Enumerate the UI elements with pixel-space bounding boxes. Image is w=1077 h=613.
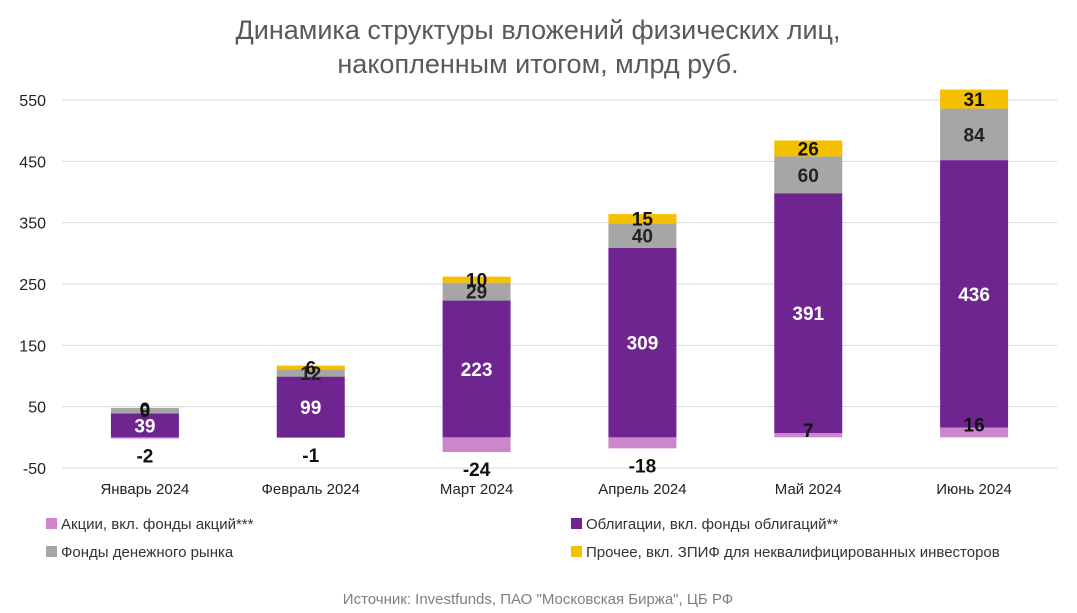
chart-title-line-1: Динамика структуры вложений физических л… bbox=[235, 15, 840, 45]
data-label: 40 bbox=[632, 227, 653, 248]
bar-segment bbox=[442, 437, 511, 453]
y-tick-label: 150 bbox=[19, 338, 46, 355]
bar-segment bbox=[110, 413, 179, 438]
x-category-label: Март 2024 bbox=[440, 481, 513, 498]
bar-segment bbox=[940, 89, 1009, 109]
data-label: -18 bbox=[629, 456, 656, 477]
data-label: 12 bbox=[300, 364, 321, 385]
gridlines bbox=[62, 99, 1057, 469]
data-label: 84 bbox=[964, 125, 986, 146]
data-label: 0 bbox=[140, 400, 151, 421]
data-label: 99 bbox=[300, 398, 321, 419]
data-label: 39 bbox=[134, 416, 155, 437]
bar-segment bbox=[276, 437, 345, 438]
y-tick-label: 350 bbox=[19, 216, 46, 233]
data-label: 31 bbox=[964, 90, 986, 111]
bar-segment bbox=[774, 156, 843, 194]
legend: Акции, вкл. фонды акций*** Облигации, вкл… bbox=[46, 516, 1000, 561]
bar-segment bbox=[442, 282, 511, 301]
data-label: 7 bbox=[803, 421, 814, 442]
bar-segment bbox=[774, 193, 843, 434]
y-tick-label: 450 bbox=[19, 154, 46, 171]
y-tick-label: 250 bbox=[19, 277, 46, 294]
bar-segment bbox=[608, 437, 677, 449]
bar-segment bbox=[940, 427, 1009, 438]
data-label: 60 bbox=[798, 166, 819, 187]
data-label: 26 bbox=[798, 139, 819, 160]
data-label: 391 bbox=[792, 304, 824, 325]
data-label: 15 bbox=[632, 210, 654, 231]
data-label: -2 bbox=[136, 447, 153, 468]
x-category-label: Апрель 2024 bbox=[598, 481, 686, 498]
y-tick-label: 50 bbox=[28, 400, 46, 417]
legend-label: Акции, вкл. фонды акций*** bbox=[61, 516, 254, 533]
data-label: 29 bbox=[466, 283, 487, 304]
bar-segment bbox=[940, 108, 1009, 161]
data-label: -24 bbox=[463, 460, 491, 481]
legend-label: Облигации, вкл. фонды облигаций** bbox=[586, 516, 838, 533]
bar-segment bbox=[110, 437, 179, 439]
data-label: 223 bbox=[461, 360, 493, 381]
bar-segment bbox=[442, 276, 511, 283]
legend-label: Прочее, вкл. ЗПИФ для неквалифицированны… bbox=[586, 544, 1000, 561]
bar-segment bbox=[940, 160, 1009, 428]
bar-segment bbox=[276, 369, 345, 377]
data-label: 309 bbox=[627, 334, 659, 355]
source-note: Источник: Investfunds, ПАО "Московская Б… bbox=[343, 591, 733, 608]
data-label: 9 bbox=[140, 402, 151, 423]
bar-segment bbox=[608, 214, 677, 224]
x-category-label: Январь 2024 bbox=[100, 481, 189, 498]
data-label: 6 bbox=[305, 358, 316, 379]
chart-title-line-2: накопленным итогом, млрд руб. bbox=[337, 49, 738, 79]
x-category-label: Февраль 2024 bbox=[261, 481, 360, 498]
bar-segment bbox=[276, 376, 345, 438]
x-axis-labels: Январь 2024 Февраль 2024 Март 2024 Апрель 2… bbox=[100, 481, 1011, 498]
bar-segment bbox=[608, 247, 677, 438]
x-category-label: Июнь 2024 bbox=[936, 481, 1012, 498]
data-label: 16 bbox=[964, 416, 985, 437]
legend-swatch bbox=[571, 546, 582, 557]
data-label: 436 bbox=[958, 285, 990, 306]
x-category-label: Май 2024 bbox=[775, 481, 842, 498]
bar-segment bbox=[774, 140, 843, 157]
bar-segment bbox=[110, 407, 179, 414]
data-label: 10 bbox=[466, 271, 487, 292]
y-tick-label: 550 bbox=[19, 93, 46, 110]
legend-swatch bbox=[46, 518, 57, 529]
bar-segment bbox=[774, 433, 843, 438]
bar-segment bbox=[608, 223, 677, 248]
legend-swatch bbox=[571, 518, 582, 529]
data-label: -1 bbox=[302, 446, 319, 467]
legend-label: Фонды денежного рынка bbox=[61, 544, 234, 561]
y-axis-tick-labels: -50 50 150 250 350 450 550 bbox=[19, 93, 46, 478]
bar-segment bbox=[276, 365, 345, 370]
bar-segment bbox=[442, 300, 511, 438]
y-tick-label: -50 bbox=[23, 461, 46, 478]
legend-swatch bbox=[46, 546, 57, 557]
chart-title: Динамика структуры вложений физических л… bbox=[235, 15, 840, 79]
